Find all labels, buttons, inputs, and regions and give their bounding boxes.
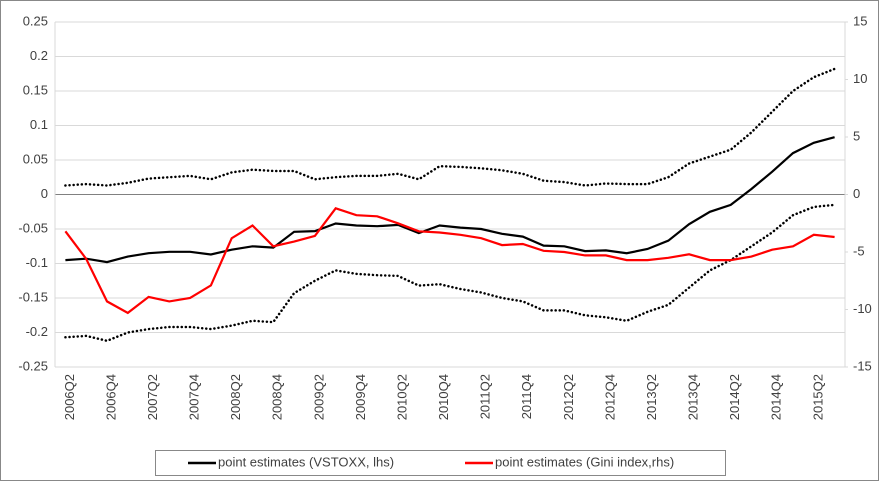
x-tick-label: 2006Q4 (103, 374, 118, 420)
x-tick-label: 2008Q4 (270, 374, 285, 420)
y2-tick-label: 15 (853, 13, 867, 28)
legend-label: point estimates (VSTOXX, lhs) (218, 454, 394, 469)
y-tick-label: 0 (41, 186, 48, 201)
x-tick-label: 2012Q4 (602, 374, 617, 420)
x-tick-label: 2014Q4 (769, 374, 784, 420)
y-tick-label: 0.1 (30, 117, 48, 132)
y-tick-label: -0.25 (18, 358, 48, 373)
x-tick-label: 2013Q2 (644, 374, 659, 420)
y-tick-label: 0.25 (23, 13, 48, 28)
x-tick-label: 2014Q2 (727, 374, 742, 420)
x-tick-label: 2011Q2 (478, 374, 493, 419)
y2-tick-label: 5 (853, 128, 860, 143)
legend-label: point estimates (Gini index,rhs) (495, 454, 674, 469)
x-tick-label: 2013Q4 (686, 374, 701, 420)
y2-tick-label: 10 (853, 71, 867, 86)
x-tick-label: 2012Q2 (561, 374, 576, 420)
x-tick-label: 2009Q4 (353, 374, 368, 420)
series-line (64, 207, 835, 315)
x-tick-label: 2006Q2 (62, 374, 77, 420)
legend-box (155, 450, 726, 476)
confidence-band (64, 203, 836, 343)
x-tick-label: 2010Q4 (436, 374, 451, 420)
y-tick-label: 0.2 (30, 48, 48, 63)
y2-tick-label: 0 (853, 186, 860, 201)
y2-tick-label: -5 (853, 243, 865, 258)
y-tick-label: -0.15 (18, 289, 48, 304)
y2-tick-label: -10 (853, 301, 872, 316)
x-tick-label: 2008Q2 (228, 374, 243, 420)
confidence-band (64, 67, 836, 187)
y-tick-label: 0.05 (23, 151, 48, 166)
y2-tick-label: -15 (853, 358, 872, 373)
x-tick-label: 2011Q4 (519, 374, 534, 419)
y-tick-label: 0.15 (23, 82, 48, 97)
legend: point estimates (VSTOXX, lhs) point estim… (155, 450, 726, 476)
y-tick-label: -0.2 (26, 324, 48, 339)
x-tick-label: 2009Q2 (311, 374, 326, 420)
x-tick-label: 2007Q4 (187, 374, 202, 420)
y-tick-label: -0.1 (26, 255, 48, 270)
x-tick-label: 2010Q2 (394, 374, 409, 420)
x-tick-label: 2015Q2 (810, 374, 825, 420)
x-tick-label: 2007Q2 (145, 374, 160, 420)
series-line (65, 136, 835, 264)
y-tick-label: -0.05 (18, 220, 48, 235)
